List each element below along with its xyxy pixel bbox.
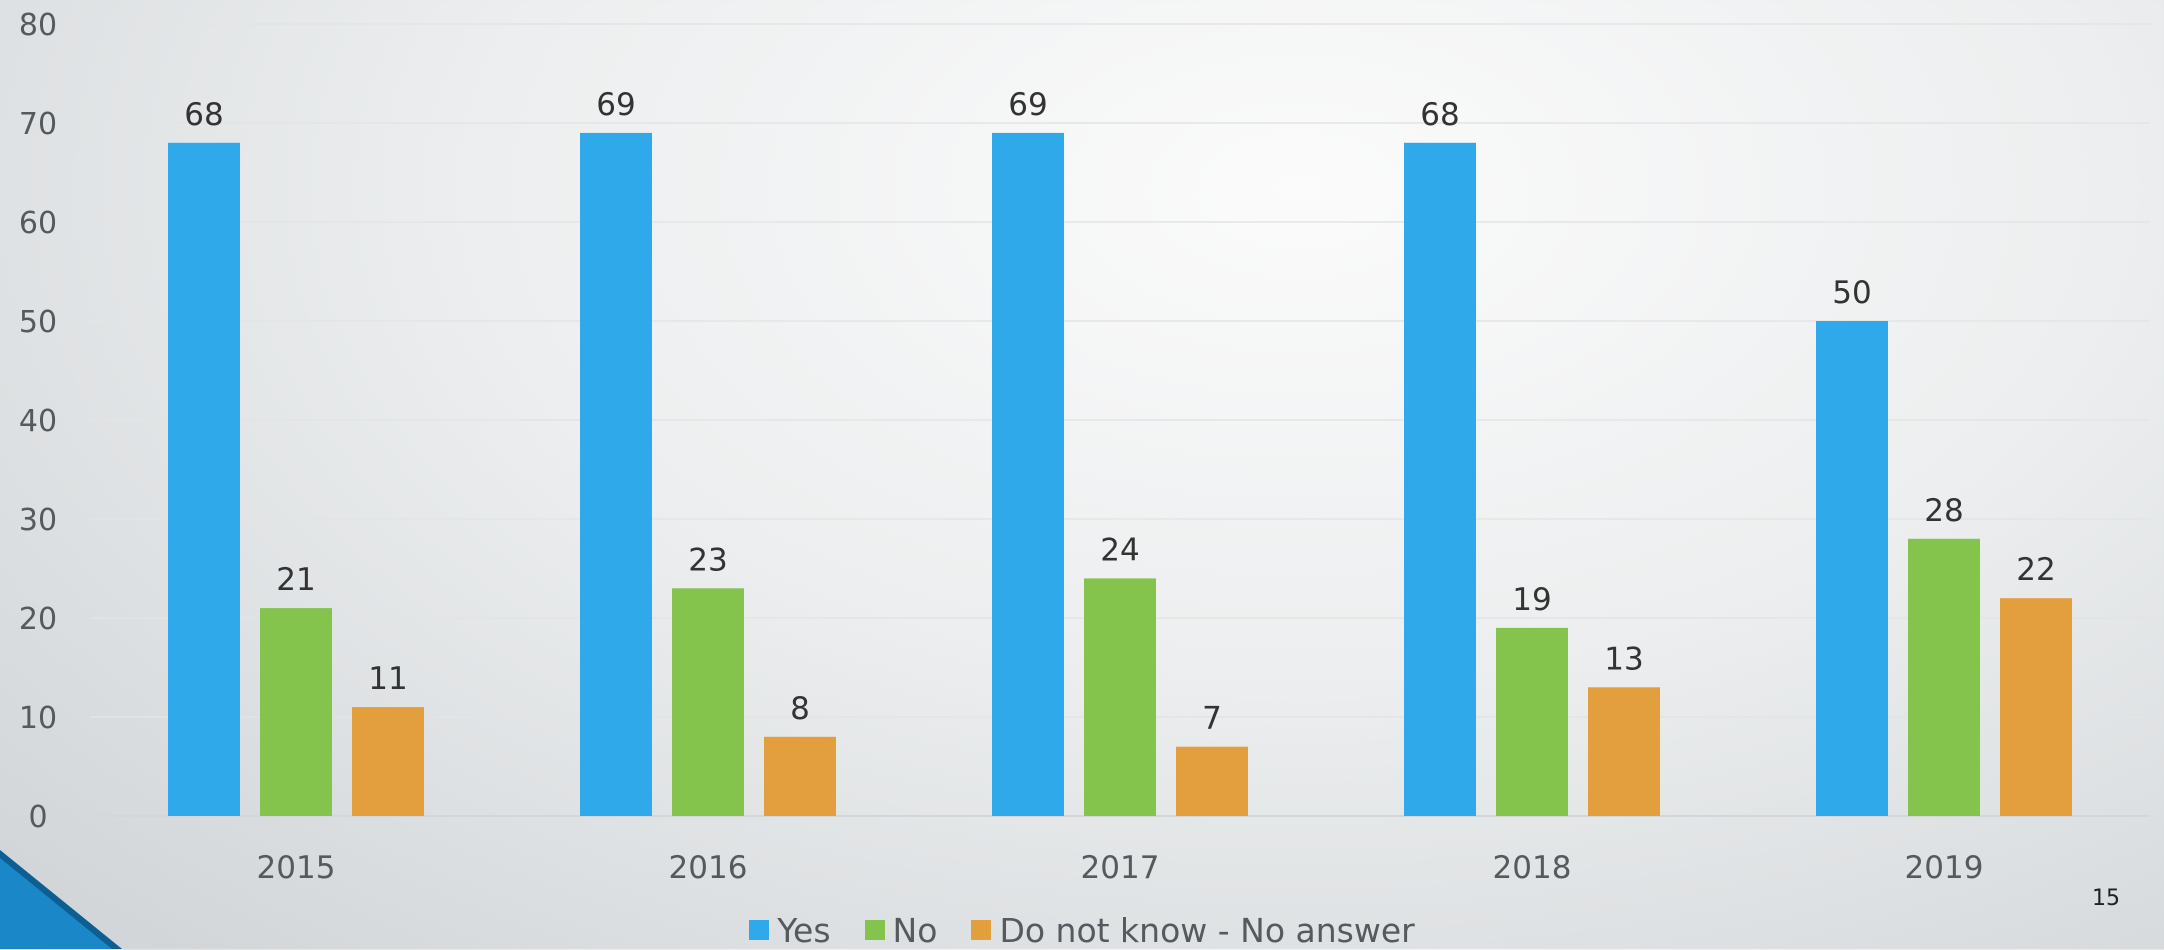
- x-tick-label: 2019: [1905, 850, 1984, 886]
- x-tick-label: 2015: [257, 850, 336, 886]
- bar-yes: [1816, 321, 1888, 816]
- y-tick-label: 0: [28, 800, 47, 835]
- legend-item-no: No: [864, 910, 938, 950]
- legend-item-yes: Yes: [749, 910, 831, 950]
- legend-swatch-dont-know: [971, 920, 992, 940]
- x-tick-label: 2017: [1081, 850, 1160, 886]
- y-tick-label: 50: [19, 305, 57, 340]
- data-label: 22: [2016, 552, 2055, 588]
- data-label: 23: [688, 542, 727, 578]
- bar-no: [1496, 627, 1568, 816]
- bar-yes: [580, 132, 652, 816]
- bar-no: [672, 588, 744, 816]
- legend-label-dont-know: Do not know - No answer: [999, 910, 1415, 950]
- y-tick-label: 30: [19, 503, 57, 538]
- bar-do-not-know-no-answer: [1176, 746, 1248, 816]
- data-label: 19: [1512, 582, 1551, 618]
- bar-no: [1908, 538, 1980, 816]
- data-label: 28: [1924, 493, 1963, 529]
- data-label: 13: [1604, 641, 1643, 677]
- bar-yes: [1404, 142, 1476, 817]
- bar-yes: [992, 132, 1064, 816]
- data-label: 21: [276, 562, 315, 598]
- bar-do-not-know-no-answer: [352, 707, 424, 816]
- y-tick-label: 70: [19, 107, 57, 142]
- y-tick-label: 10: [19, 701, 57, 736]
- data-label: 8: [790, 691, 810, 727]
- y-tick-label: 40: [19, 404, 57, 439]
- y-tick-label: 80: [19, 8, 57, 43]
- bar-do-not-know-no-answer: [1588, 687, 1660, 816]
- bar-yes: [168, 142, 240, 817]
- bar-no: [1084, 578, 1156, 816]
- legend-swatch-yes: [749, 920, 770, 940]
- data-label: 24: [1100, 532, 1139, 568]
- data-label: 50: [1832, 275, 1871, 311]
- data-label: 69: [1008, 87, 1047, 123]
- y-tick-label: 60: [19, 206, 57, 241]
- data-label: 68: [184, 97, 223, 133]
- data-label: 11: [368, 661, 407, 697]
- legend-item-dont-know: Do not know - No answer: [971, 910, 1415, 950]
- data-label: 68: [1420, 97, 1459, 133]
- bar-no: [260, 608, 332, 816]
- x-tick-label: 2016: [669, 850, 748, 886]
- data-label: 7: [1202, 701, 1222, 737]
- data-label: 69: [596, 87, 635, 123]
- x-tick-label: 2018: [1493, 850, 1572, 886]
- chart-legend: Yes No Do not know - No answer: [0, 910, 2164, 950]
- legend-label-yes: Yes: [777, 910, 831, 950]
- bar-do-not-know-no-answer: [764, 736, 836, 816]
- legend-label-no: No: [892, 910, 938, 950]
- bar-do-not-know-no-answer: [2000, 598, 2072, 816]
- y-tick-label: 20: [19, 602, 57, 637]
- page-number: 15: [2092, 886, 2120, 911]
- legend-swatch-no: [864, 920, 885, 940]
